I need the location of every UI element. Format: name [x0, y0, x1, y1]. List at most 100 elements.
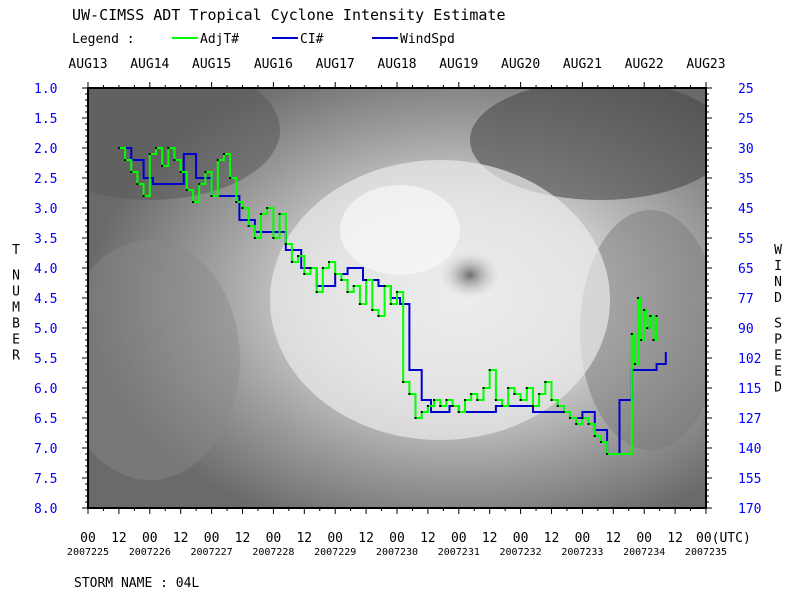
top-date-label: AUG19 [439, 57, 478, 72]
y-axis-label-right-char: E [774, 349, 782, 364]
adjt-point [649, 315, 652, 317]
right-tick-label: 115 [738, 382, 761, 397]
y-axis-label-right-char: I [774, 259, 782, 274]
top-date-label: AUG17 [316, 57, 355, 72]
bottom-hour-label: 00 [575, 531, 591, 546]
top-date-label: AUG21 [563, 57, 602, 72]
right-tick-label: 90 [738, 322, 754, 337]
adjt-point [260, 213, 263, 215]
adjt-point [550, 399, 553, 401]
right-tick-label: 170 [738, 502, 761, 517]
adjt-point [272, 237, 275, 239]
adjt-point [247, 225, 250, 227]
adjt-point [463, 399, 466, 401]
adjt-point [235, 201, 238, 203]
adjt-point [124, 159, 127, 161]
legend-label: Legend : [72, 32, 135, 47]
bottom-hour-label: 00 [389, 531, 405, 546]
adjt-point [130, 171, 133, 173]
left-tick-label: 6.5 [34, 412, 57, 427]
adjt-point [507, 387, 510, 389]
satellite-background [88, 88, 706, 508]
adjt-point [253, 237, 256, 239]
adjt-point [352, 285, 355, 287]
left-tick-label: 2.5 [34, 172, 57, 187]
adjt-point [519, 399, 522, 401]
bottom-hour-label: 00 [636, 531, 652, 546]
y-axis-label-right-char: D [774, 381, 782, 396]
adjt-point [408, 393, 411, 395]
top-date-label: AUG18 [377, 57, 416, 72]
adjt-point [309, 267, 312, 269]
bottom-hour-label: 00 [266, 531, 282, 546]
bottom-hour-label: 00 [142, 531, 158, 546]
right-tick-label: 55 [738, 232, 754, 247]
julian-date-label: 2007230 [376, 547, 418, 558]
adjt-point [531, 405, 534, 407]
top-date-label: AUG16 [254, 57, 293, 72]
top-date-label: AUG14 [130, 57, 169, 72]
right-tick-label: 25 [738, 112, 754, 127]
adjt-point [544, 381, 547, 383]
adjt-point [470, 393, 473, 395]
adjt-point [640, 339, 643, 341]
adjt-point [358, 303, 361, 305]
bottom-hour-label: 00(UTC) [696, 531, 751, 546]
adjt-point [154, 147, 157, 149]
left-tick-label: 8.0 [34, 502, 57, 517]
bottom-hour-label: 00 [204, 531, 220, 546]
adjt-point [278, 213, 281, 215]
adjt-point [420, 411, 423, 413]
left-tick-label: 5.0 [34, 322, 57, 337]
left-tick-label: 6.0 [34, 382, 57, 397]
adjt-point [637, 297, 640, 299]
right-tick-label: 140 [738, 442, 761, 457]
adjt-point [216, 159, 219, 161]
adjt-point [433, 399, 436, 401]
storm-name: STORM NAME : 04L [74, 576, 199, 591]
bottom-hour-label: 12 [482, 531, 498, 546]
adjt-point [513, 393, 516, 395]
julian-date-label: 2007228 [252, 547, 294, 558]
julian-date-label: 2007231 [438, 547, 480, 558]
right-tick-label: 45 [738, 202, 754, 217]
adjt-point [451, 405, 454, 407]
adjt-point [210, 195, 213, 197]
adjt-point [297, 255, 300, 257]
adjt-point [383, 285, 386, 287]
bottom-hour-label: 00 [513, 531, 529, 546]
legend-entry-ci: CI# [300, 32, 324, 47]
adjt-point [525, 387, 528, 389]
y-axis-label-left-char: R [12, 349, 20, 364]
adjt-point [371, 309, 374, 311]
top-date-label: AUG20 [501, 57, 540, 72]
adjt-point [328, 261, 331, 263]
top-date-label: AUG13 [68, 57, 107, 72]
adjt-point [167, 147, 170, 149]
bottom-hour-label: 12 [235, 531, 251, 546]
adjt-point [315, 291, 318, 293]
adjt-point [148, 153, 151, 155]
adjt-point [593, 435, 596, 437]
chart-title: UW-CIMSS ADT Tropical Cyclone Intensity … [72, 6, 505, 24]
julian-date-label: 2007229 [314, 547, 356, 558]
left-tick-label: 7.0 [34, 442, 57, 457]
adjt-point [575, 423, 578, 425]
bottom-hour-label: 12 [173, 531, 189, 546]
adjt-point [402, 381, 405, 383]
adjt-point [142, 195, 145, 197]
adjt-point [476, 399, 479, 401]
adjt-point [587, 423, 590, 425]
bottom-hour-label: 12 [667, 531, 683, 546]
bottom-hour-label: 00 [451, 531, 467, 546]
y-axis-label-left-char: M [12, 301, 20, 316]
adjt-point [284, 243, 287, 245]
bottom-hour-label: 12 [605, 531, 621, 546]
bottom-hour-label: 12 [420, 531, 436, 546]
y-axis-label-left-char: E [12, 333, 20, 348]
top-date-label: AUG23 [686, 57, 725, 72]
adjt-point [222, 153, 225, 155]
adjt-point [396, 291, 398, 293]
adjt-point [643, 309, 646, 311]
